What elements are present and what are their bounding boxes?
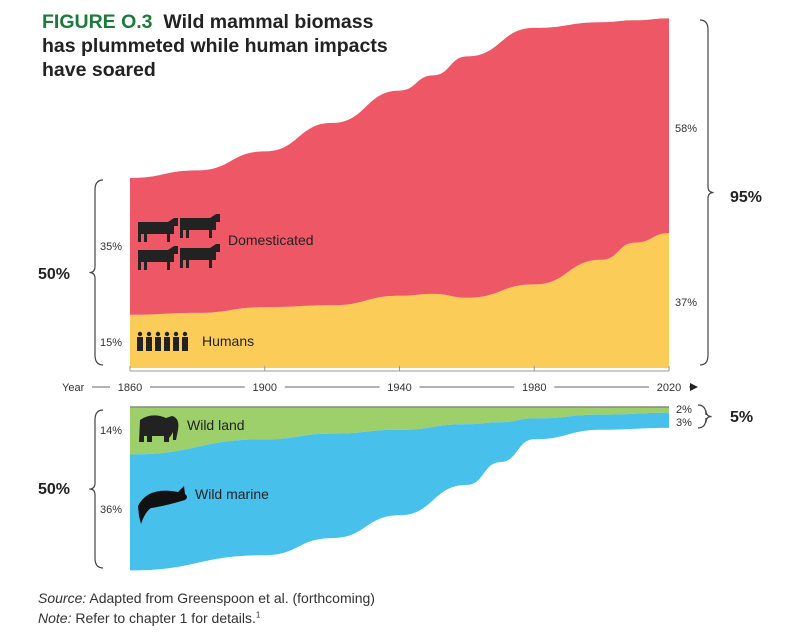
domesticated-start-pct: 35%	[100, 241, 122, 253]
x-tick-label: 1900	[253, 382, 277, 394]
source-text: Adapted from Greenspoon et al. (forthcom…	[86, 590, 375, 606]
note-label: Note:	[38, 610, 72, 626]
humans-label: Humans	[202, 333, 254, 349]
person-icon	[173, 331, 179, 337]
person-icon-body	[173, 337, 179, 351]
person-icon-body	[146, 337, 152, 351]
x-tick-label: 1860	[118, 382, 142, 394]
person-icon	[146, 331, 152, 337]
x-axis-label: Year	[62, 382, 85, 394]
elephant-icon	[139, 415, 179, 442]
person-icon	[164, 331, 170, 337]
wild-marine-area	[130, 412, 669, 571]
source-label: Source:	[38, 590, 87, 606]
person-icon-body	[182, 337, 188, 351]
wild-land-end-pct: 2%	[676, 404, 692, 416]
wild-marine-start-pct: 36%	[100, 504, 122, 516]
note-text: Refer to chapter 1 for details.	[71, 610, 256, 626]
person-icon	[182, 331, 188, 337]
wild-land-area	[130, 407, 669, 455]
x-tick-bg	[110, 380, 150, 394]
cow-icon	[138, 246, 178, 270]
left-brace-bottom	[89, 409, 104, 569]
x-tick-label: 2020	[657, 382, 681, 394]
cow-icon	[138, 218, 178, 242]
wild-land-start-pct: 14%	[100, 425, 122, 437]
person-icon	[155, 331, 161, 337]
x-tick-label: 1980	[522, 382, 546, 394]
person-icon-body	[137, 337, 143, 351]
note-footnote: 1	[255, 610, 261, 620]
figure-number: FIGURE O.3	[42, 11, 153, 33]
wild-marine-end-pct: 3%	[676, 417, 692, 429]
cow-icon	[180, 244, 220, 268]
orca-icon	[138, 486, 187, 524]
x-tick-bg	[649, 380, 689, 394]
figure-title-text: Wild mammal biomass has plummeted while …	[42, 11, 388, 81]
cow-icon	[180, 214, 220, 238]
top-end-group-pct: 95%	[730, 189, 762, 206]
domesticated-label: Domesticated	[228, 232, 314, 248]
wild-marine-label: Wild marine	[195, 486, 269, 502]
person-icon-body	[155, 337, 161, 351]
right-brace-bottom	[697, 404, 712, 429]
domesticated-area	[130, 18, 669, 315]
bottom-end-group-pct: 5%	[730, 409, 753, 426]
x-tick-bg	[379, 380, 420, 394]
figure-title: FIGURE O.3 Wild mammal biomass has plumm…	[42, 10, 402, 82]
humans-start-pct: 15%	[100, 337, 122, 349]
domesticated-end-pct: 58%	[675, 123, 697, 135]
top-start-group-pct: 50%	[38, 266, 70, 283]
x-tick-label: 1940	[387, 382, 411, 394]
person-icon	[137, 331, 143, 337]
bottom-start-group-pct: 50%	[38, 481, 70, 498]
wild-land-label: Wild land	[187, 417, 245, 433]
x-tick-bg	[244, 380, 285, 394]
note-line: Note: Refer to chapter 1 for details.1	[38, 610, 260, 626]
x-tick-bg	[514, 380, 555, 394]
right-brace-top	[699, 19, 714, 366]
person-icon-body	[164, 337, 170, 351]
x-axis-arrow-icon	[690, 383, 698, 391]
humans-end-pct: 37%	[675, 297, 697, 309]
humans-area	[130, 233, 669, 368]
source-line: Source: Adapted from Greenspoon et al. (…	[38, 590, 375, 606]
left-brace-top	[89, 179, 104, 366]
